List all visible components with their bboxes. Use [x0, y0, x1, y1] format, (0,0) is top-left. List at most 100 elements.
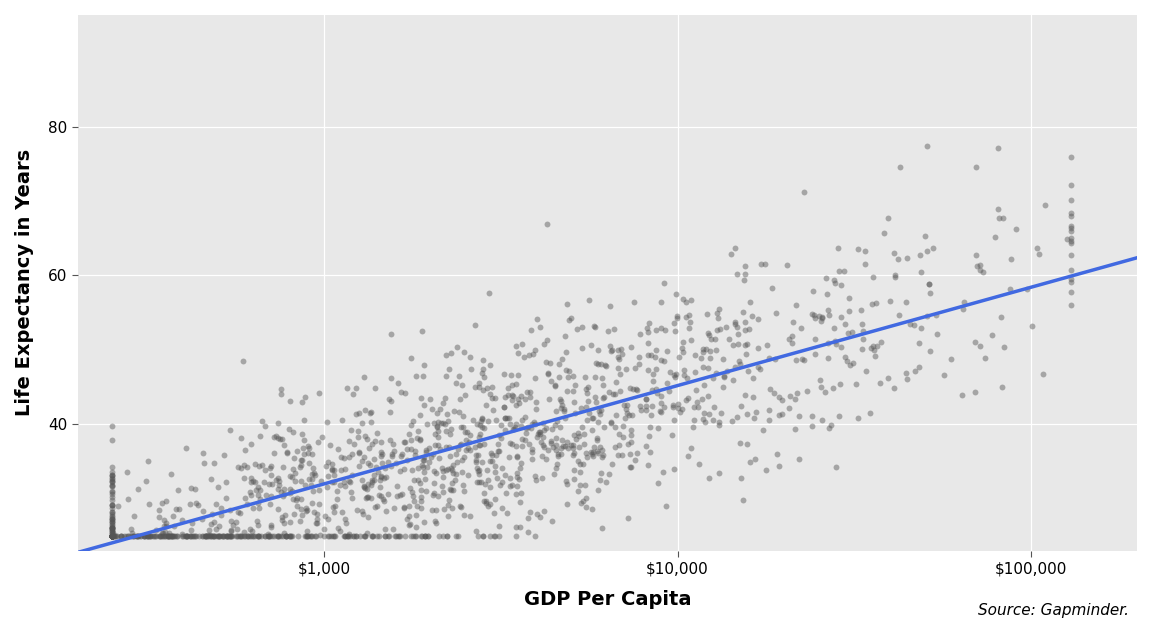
Point [609, 354, 628, 364]
Point [286, 468, 304, 478]
Point [569, 428, 588, 438]
Point [829, 266, 848, 276]
Point [624, 297, 643, 307]
Point [274, 531, 293, 541]
Point [435, 504, 454, 514]
Point [242, 531, 260, 541]
Point [452, 501, 470, 511]
Point [465, 442, 484, 452]
Point [552, 394, 570, 404]
Point [333, 415, 351, 425]
Point [513, 441, 531, 451]
Point [103, 531, 121, 541]
Point [509, 394, 528, 404]
Point [221, 527, 240, 537]
Point [499, 389, 517, 399]
Point [103, 531, 121, 541]
Point [871, 378, 889, 388]
Point [480, 361, 499, 371]
Point [439, 442, 457, 452]
Point [452, 502, 470, 512]
Point [103, 529, 121, 539]
Point [103, 531, 121, 541]
Point [503, 396, 522, 406]
Point [639, 338, 658, 348]
Point [205, 531, 223, 541]
Point [156, 527, 174, 537]
Point [274, 491, 293, 501]
Point [396, 437, 415, 447]
Point [275, 484, 294, 494]
Point [679, 451, 697, 461]
Point [1062, 221, 1081, 231]
Point [103, 531, 121, 541]
Point [211, 531, 229, 541]
Point [298, 531, 317, 541]
Point [194, 531, 212, 541]
Point [630, 352, 649, 362]
Point [103, 531, 121, 541]
Point [270, 531, 288, 541]
Point [159, 531, 177, 541]
Point [103, 531, 121, 541]
Point [606, 422, 624, 432]
Point [734, 495, 752, 505]
Point [441, 485, 460, 495]
Point [103, 531, 121, 541]
Point [136, 531, 154, 541]
Point [103, 531, 121, 541]
Point [341, 425, 359, 435]
Point [497, 391, 515, 401]
Point [328, 444, 347, 454]
Point [437, 350, 455, 360]
Point [103, 526, 121, 536]
Point [586, 358, 605, 368]
Point [470, 432, 488, 442]
Point [637, 394, 655, 404]
Point [103, 531, 121, 541]
Point [543, 376, 561, 386]
Point [896, 296, 915, 306]
Point [124, 531, 143, 541]
Point [103, 531, 121, 541]
Point [642, 411, 660, 421]
Point [103, 531, 121, 541]
Point [340, 529, 358, 539]
Point [323, 464, 341, 474]
Point [103, 531, 121, 541]
Point [385, 504, 403, 514]
Point [439, 464, 457, 474]
Point [281, 484, 300, 494]
Point [832, 342, 850, 352]
Point [806, 349, 825, 359]
Point [150, 512, 168, 522]
Point [525, 373, 544, 383]
Point [612, 344, 630, 354]
Point [535, 442, 553, 452]
Point [573, 404, 591, 414]
Point [419, 531, 438, 541]
Point [156, 531, 174, 541]
Point [629, 359, 647, 369]
Point [576, 480, 594, 490]
Point [812, 415, 831, 425]
Point [698, 328, 717, 338]
Point [129, 531, 147, 541]
Point [103, 531, 121, 541]
Point [313, 432, 332, 442]
Point [829, 411, 848, 421]
Point [303, 474, 321, 484]
Point [173, 531, 191, 541]
Point [642, 350, 660, 360]
Point [1062, 238, 1081, 248]
Point [412, 531, 431, 541]
Point [507, 489, 525, 499]
Point [344, 531, 363, 541]
Point [381, 396, 400, 406]
Point [388, 491, 407, 501]
Point [694, 363, 712, 373]
Point [356, 531, 374, 541]
Point [780, 402, 798, 412]
Point [1062, 287, 1081, 297]
Point [251, 431, 270, 441]
